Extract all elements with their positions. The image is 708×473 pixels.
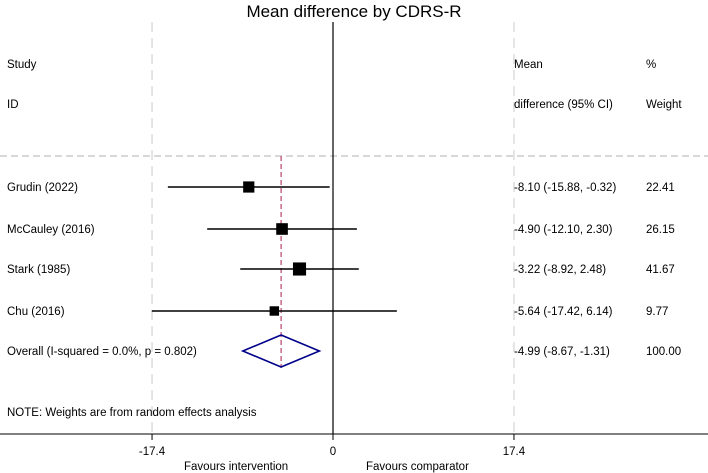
header-percent: %	[646, 59, 656, 71]
overall-diamond	[240, 334, 322, 368]
study-label: Chu (2016)	[7, 306, 65, 318]
study-label: McCauley (2016)	[7, 224, 95, 236]
chart-title: Mean difference by CDRS-R	[246, 2, 461, 21]
x-tick-label: -17.4	[139, 446, 166, 458]
weight-value: 41.67	[646, 264, 675, 276]
study-label: Grudin (2022)	[7, 182, 78, 194]
header-weight: Weight	[646, 99, 682, 111]
header-study: Study	[7, 59, 37, 71]
effect-marker	[292, 262, 307, 276]
x-label-left: Favours intervention	[184, 461, 288, 473]
ci-value: -5.64 (-17.42, 6.14)	[514, 306, 613, 318]
weight-value: 9.77	[646, 306, 668, 318]
study-label: Stark (1985)	[7, 264, 70, 276]
x-label-right: Favours comparator	[366, 461, 469, 473]
ci-value: -4.90 (-12.10, 2.30)	[514, 224, 613, 236]
effect-marker	[269, 306, 280, 316]
overall-label: Overall (I-squared = 0.0%, p = 0.802)	[7, 346, 197, 358]
x-tick-label: 0	[330, 446, 336, 458]
ci-value: -8.10 (-15.88, -0.32)	[514, 182, 616, 194]
x-tick-label: 17.4	[503, 446, 526, 458]
weights-note: NOTE: Weights are from random effects an…	[7, 407, 257, 419]
weight-value: 22.41	[646, 182, 675, 194]
header-mean: Mean	[514, 59, 543, 71]
effect-marker	[276, 223, 288, 235]
ci-value: -3.22 (-8.92, 2.48)	[514, 264, 606, 276]
header-ci: difference (95% CI)	[514, 99, 613, 111]
overall-ci-value: -4.99 (-8.67, -1.31)	[514, 346, 610, 358]
effect-marker	[243, 181, 255, 193]
weight-value: 26.15	[646, 224, 675, 236]
overall-weight-value: 100.00	[646, 346, 681, 358]
header-id: ID	[7, 99, 19, 111]
